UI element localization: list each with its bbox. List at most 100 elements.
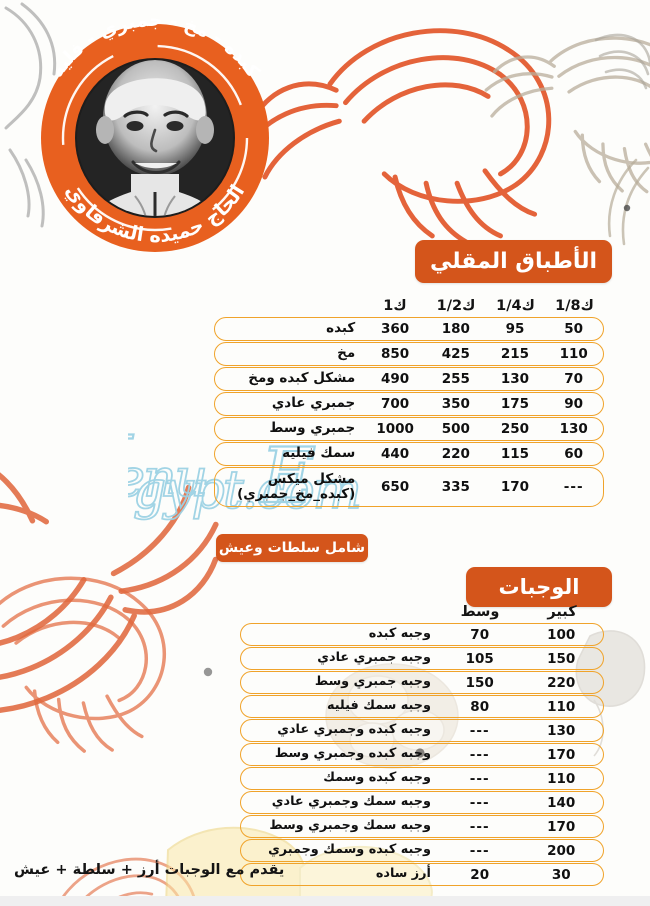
price-cell: 850 <box>381 346 410 362</box>
item-name: مشكل ميكس (كبده_مخ_جمبري) <box>237 470 356 502</box>
price-cell: 1000 <box>376 421 414 437</box>
meals-rows-container: 100 70 وجبه كبده 150 105 وجبه جمبري عادي 220 15… <box>240 623 604 886</box>
table-row: 220 150 وجبه جمبري وسط <box>240 671 604 694</box>
price-cell: 170 <box>547 818 576 835</box>
price-cell: 130 <box>547 722 576 739</box>
table-row: 200 --- وجبه كبده وسمك وجمبري <box>240 839 604 862</box>
svg-text:M: M <box>128 419 134 508</box>
meals-table-header-row: كبير وسط <box>240 597 604 623</box>
price-cell: 20 <box>470 866 490 883</box>
price-cell: 220 <box>547 674 576 691</box>
price-cell: --- <box>469 770 490 787</box>
table-row: 150 105 وجبه جمبري عادي <box>240 647 604 670</box>
table-row: 30 20 أرز ساده <box>240 863 604 886</box>
table-row: 140 --- وجبه سمك وجمبري عادي <box>240 791 604 814</box>
table-row: --- 170 335 650 مشكل ميكس (كبده_مخ_جمبري) <box>214 467 604 507</box>
price-cell: 150 <box>465 674 494 691</box>
table-row: 130 250 500 1000 جمبري وسط <box>214 417 604 441</box>
price-cell: --- <box>469 842 490 859</box>
table-row: 100 70 وجبه كبده <box>240 623 604 646</box>
price-cell: 70 <box>564 371 584 387</box>
table-row: 110 --- وجبه كبده وسمك <box>240 767 604 790</box>
item-name: وجبه كبده وسمك <box>323 770 431 786</box>
item-name: وجبه سمك وجمبري وسط <box>269 818 431 834</box>
price-cell: --- <box>469 722 490 739</box>
price-cell: 650 <box>381 479 410 495</box>
price-cell: 255 <box>441 371 470 387</box>
col-header-one-kilo: 1ك <box>383 297 407 314</box>
item-name: وجبه كبده <box>368 626 431 642</box>
price-cell: 425 <box>441 346 470 362</box>
price-cell: 140 <box>547 794 576 811</box>
item-name: وجبه جمبري عادي <box>317 650 431 666</box>
price-cell: 90 <box>564 396 584 412</box>
item-name: وجبه سمك فيليه <box>326 698 431 714</box>
price-cell: 110 <box>547 698 576 715</box>
price-cell: 360 <box>381 321 410 337</box>
price-cell: 200 <box>547 842 576 859</box>
price-cell: 105 <box>465 650 494 667</box>
table-row: 110 215 425 850 مخ <box>214 342 604 366</box>
col-header-meal-name <box>240 619 440 623</box>
price-cell: 60 <box>564 446 584 462</box>
price-cell: --- <box>469 818 490 835</box>
fried-dishes-table: 1/8ك 1/4ك 1/2ك 1ك 50 95 180 360 كبده 110 215 42… <box>214 291 604 508</box>
price-cell: --- <box>469 794 490 811</box>
price-cell: 130 <box>500 371 530 387</box>
table-row: 170 --- وجبه سمك وجمبري وسط <box>240 815 604 838</box>
price-cell: 130 <box>559 421 588 437</box>
price-cell: --- <box>469 746 490 763</box>
fried-rows-container: 50 95 180 360 كبده 110 215 425 850 مخ 70 130 255 490 م… <box>214 317 604 507</box>
item-name: كبده <box>326 320 356 337</box>
table-row: 170 --- وجبه كبده وجمبري وسط <box>240 743 604 766</box>
price-cell: 110 <box>559 346 588 362</box>
col-header-eighth-kilo: 1/8ك <box>555 297 594 314</box>
price-cell: 180 <box>441 321 470 337</box>
bottom-strip <box>0 896 650 906</box>
table-row: 110 80 وجبه سمك فيليه <box>240 695 604 718</box>
price-cell: 95 <box>505 321 525 337</box>
table-row: 130 --- وجبه كبده وجمبري عادي <box>240 719 604 742</box>
item-name: وجبه كبده وسمك وجمبري <box>268 842 431 858</box>
col-header-half-kilo: 1/2ك <box>436 297 476 314</box>
section-header-meals: الوجبات <box>466 567 612 607</box>
price-cell: 150 <box>547 650 576 667</box>
price-cell: 440 <box>381 446 410 462</box>
price-cell: 500 <box>441 421 470 437</box>
col-header-medium: وسط <box>460 603 500 620</box>
price-cell: 350 <box>441 396 470 412</box>
table-row: 60 115 220 440 سمك فيليه <box>214 442 604 466</box>
footer-note: يقدم مع الوجبات أرز + سلطة + عيش <box>14 862 285 878</box>
price-cell: 100 <box>547 626 576 643</box>
item-name: جمبري عادي <box>271 395 356 412</box>
note-includes-salad-bread: شامل سلطات وعيش <box>216 534 368 562</box>
price-cell: 700 <box>381 396 410 412</box>
price-cell: 220 <box>441 446 470 462</box>
item-name: سمك فيليه <box>282 445 356 462</box>
col-header-quarter-kilo: 1/4ك <box>496 297 535 314</box>
price-cell: 50 <box>564 321 584 337</box>
restaurant-logo: كبده - مخ - جمبري - فليه الحاج حميده الش… <box>13 6 298 256</box>
col-header-item-name <box>214 313 364 317</box>
price-cell: 110 <box>547 770 576 787</box>
table-row: 70 130 255 490 مشكل كبده ومخ <box>214 367 604 391</box>
item-name: وجبه جمبري وسط <box>314 674 431 690</box>
item-name: وجبه كبده وجمبري وسط <box>274 746 431 762</box>
price-cell: 490 <box>381 371 410 387</box>
svg-text:enu: enu <box>128 449 206 509</box>
price-cell: 30 <box>551 866 571 883</box>
item-name: مخ <box>337 345 356 362</box>
price-cell: 250 <box>500 421 530 437</box>
item-name: وجبه سمك وجمبري عادي <box>271 794 431 810</box>
price-cell: 335 <box>441 479 470 495</box>
item-name: وجبه كبده وجمبري عادي <box>277 722 431 738</box>
table-row: 50 95 180 360 كبده <box>214 317 604 341</box>
price-cell: 115 <box>500 446 530 462</box>
section-header-fried-dishes: الأطباق المقلي <box>415 240 612 283</box>
item-name: جمبري وسط <box>269 420 356 437</box>
price-cell: --- <box>563 479 584 495</box>
price-cell: 170 <box>547 746 576 763</box>
price-cell: 215 <box>500 346 530 362</box>
price-cell: 80 <box>470 698 490 715</box>
